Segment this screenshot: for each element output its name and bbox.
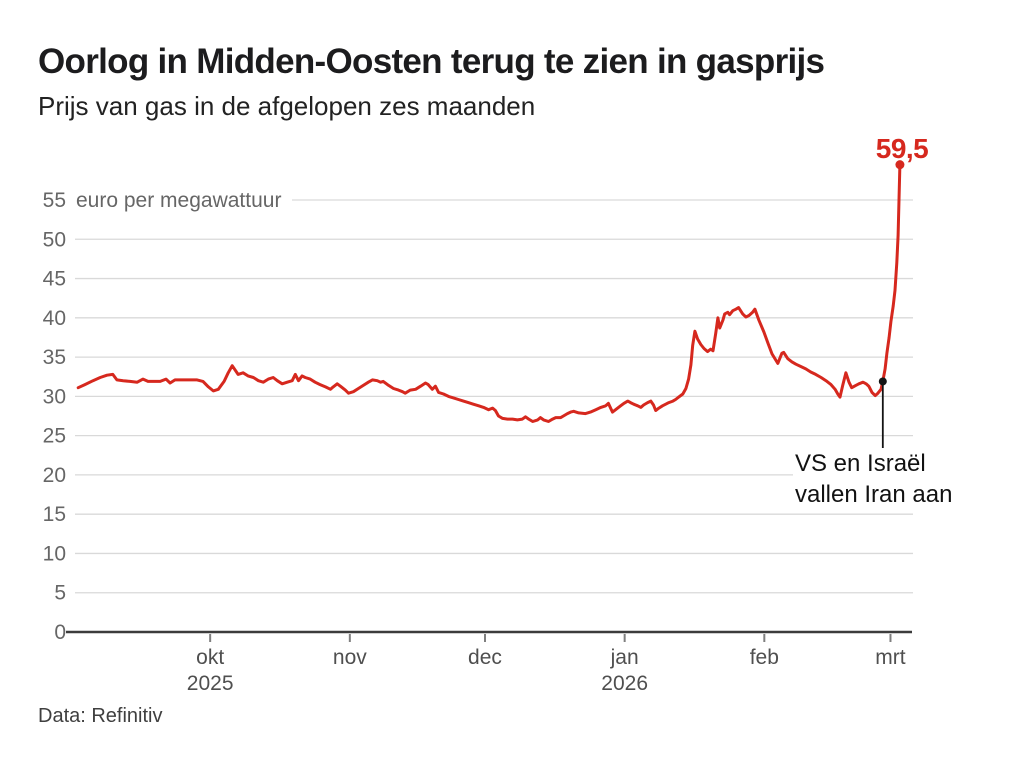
x-tick-label: okt bbox=[196, 646, 224, 669]
x-tick-label: feb bbox=[750, 646, 779, 669]
x-tick-year-label: 2026 bbox=[601, 672, 648, 695]
data-source-label: Data: Refinitiv bbox=[38, 705, 163, 727]
y-tick-label: 30 bbox=[43, 385, 66, 408]
x-tick-label: dec bbox=[468, 646, 502, 669]
x-tick-label: jan bbox=[610, 646, 639, 669]
x-tick-label: mrt bbox=[875, 646, 905, 669]
y-tick-label: 20 bbox=[43, 464, 66, 487]
y-tick-label: 15 bbox=[43, 503, 66, 526]
y-tick-label: 5 bbox=[54, 582, 66, 605]
event-annotation-line1: VS en Israël bbox=[795, 450, 926, 477]
y-tick-label: 45 bbox=[43, 268, 66, 291]
y-tick-label: 40 bbox=[43, 307, 66, 330]
chart-title: Oorlog in Midden-Oosten terug te zien in… bbox=[38, 42, 825, 81]
event-annotation: VS en Israël vallen Iran aan bbox=[793, 448, 957, 512]
y-axis-unit-label: euro per megawattuur bbox=[76, 189, 281, 212]
y-tick-label: 50 bbox=[43, 228, 66, 251]
end-value-label: 59,5 bbox=[875, 133, 929, 164]
event-marker-dot bbox=[878, 377, 887, 386]
x-tick-year-label: 2025 bbox=[187, 672, 234, 695]
x-tick-label: nov bbox=[333, 646, 367, 669]
y-tick-label: 55 bbox=[43, 189, 66, 212]
event-annotation-line2: vallen Iran aan bbox=[795, 481, 953, 508]
y-tick-label: 10 bbox=[43, 542, 66, 565]
y-tick-label: 0 bbox=[54, 621, 66, 644]
y-tick-label: 25 bbox=[43, 425, 66, 448]
y-tick-label: 35 bbox=[43, 346, 66, 369]
chart-subtitle: Prijs van gas in de afgelopen zes maande… bbox=[38, 91, 536, 121]
end-marker-dot bbox=[895, 160, 905, 170]
gas-price-line bbox=[76, 163, 902, 423]
